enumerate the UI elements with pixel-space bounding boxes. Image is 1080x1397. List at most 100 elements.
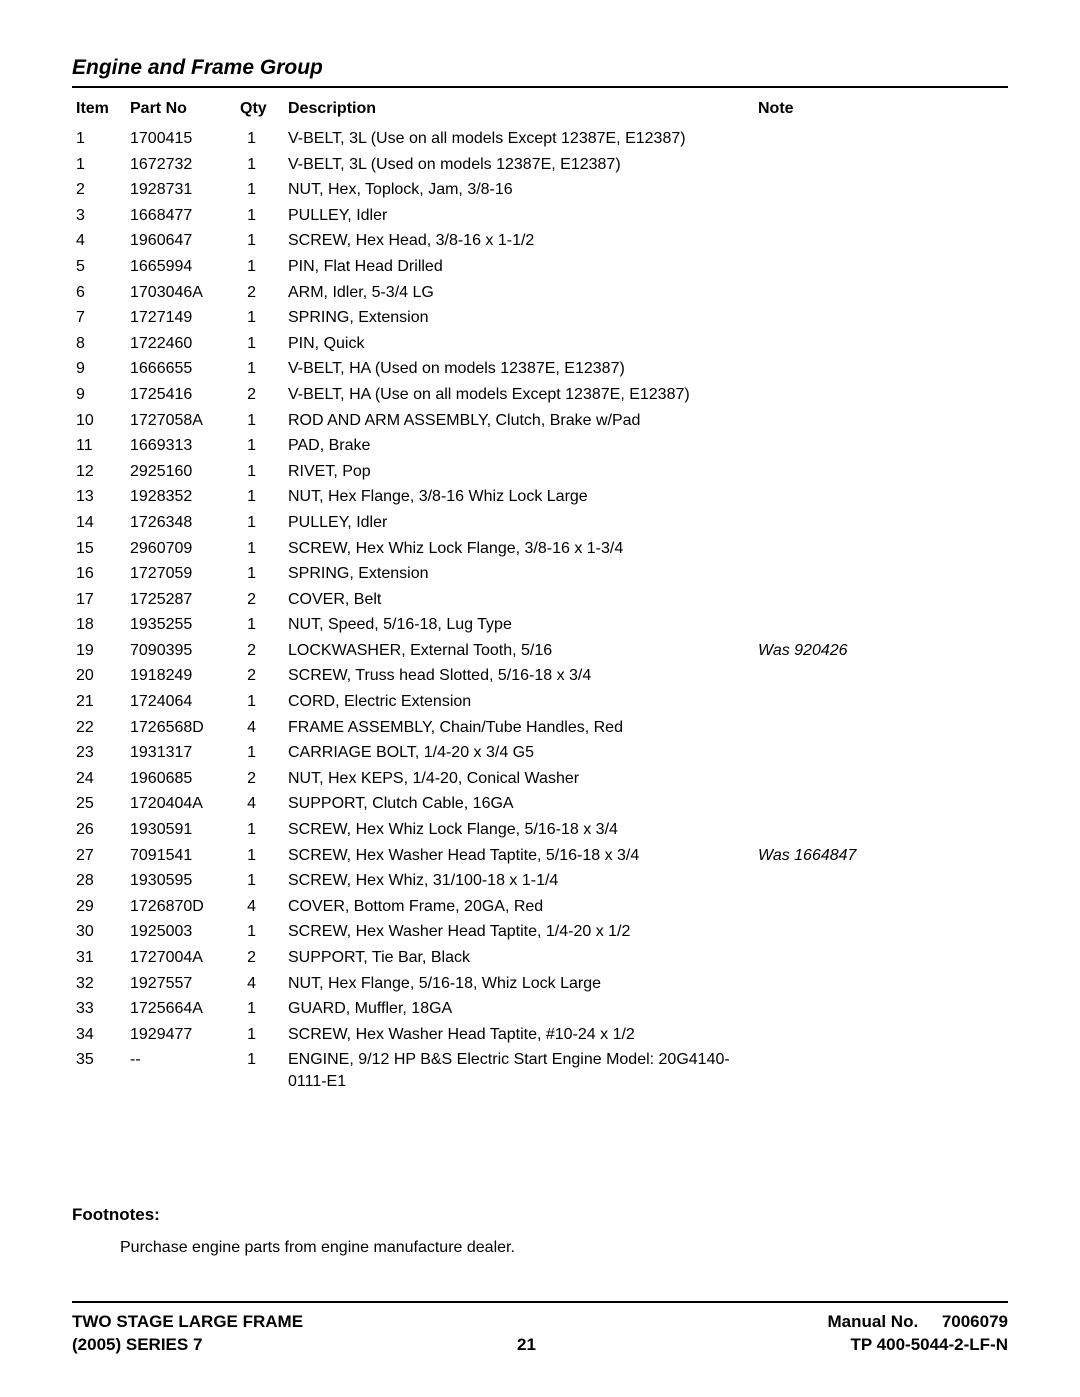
cell-desc: SCREW, Hex Washer Head Taptite, 5/16-18 … — [284, 843, 754, 869]
table-row: 2770915411SCREW, Hex Washer Head Taptite… — [72, 843, 1008, 869]
cell-item: 3 — [72, 203, 126, 229]
footer-page-number: 21 — [202, 1334, 850, 1357]
cell-item: 18 — [72, 612, 126, 638]
cell-part: 7090395 — [126, 638, 236, 664]
cell-part: 1672732 — [126, 152, 236, 178]
footnote-text: Purchase engine parts from engine manufa… — [120, 1239, 1008, 1257]
footer-right-2: TP 400-5044-2-LF-N — [851, 1334, 1008, 1357]
table-row: 717271491SPRING, Extension — [72, 305, 1008, 331]
cell-item: 19 — [72, 638, 126, 664]
cell-part: 1727058A — [126, 408, 236, 434]
cell-item: 11 — [72, 433, 126, 459]
cell-qty: 1 — [236, 740, 284, 766]
cell-note — [754, 1047, 1008, 1094]
cell-note — [754, 152, 1008, 178]
cell-desc: V-BELT, 3L (Used on models 12387E, E1238… — [284, 152, 754, 178]
cell-part: 1726568D — [126, 715, 236, 741]
cell-note — [754, 587, 1008, 613]
title-rule — [72, 86, 1008, 88]
table-row: 219287311NUT, Hex, Toplock, Jam, 3/8-16 — [72, 177, 1008, 203]
cell-desc: PIN, Flat Head Drilled — [284, 254, 754, 280]
cell-part: 1726870D — [126, 894, 236, 920]
cell-item: 21 — [72, 689, 126, 715]
header-note: Note — [754, 96, 1008, 126]
cell-desc: V-BELT, HA (Use on all models Except 123… — [284, 382, 754, 408]
cell-part: 1960685 — [126, 766, 236, 792]
table-row: 311727004A2SUPPORT, Tie Bar, Black — [72, 945, 1008, 971]
table-row: 1116693131PAD, Brake — [72, 433, 1008, 459]
table-row: 2019182492SCREW, Truss head Slotted, 5/1… — [72, 663, 1008, 689]
cell-qty: 4 — [236, 894, 284, 920]
cell-item: 8 — [72, 331, 126, 357]
cell-note — [754, 433, 1008, 459]
table-row: 1970903952LOCKWASHER, External Tooth, 5/… — [72, 638, 1008, 664]
cell-desc: COVER, Bottom Frame, 20GA, Red — [284, 894, 754, 920]
cell-item: 13 — [72, 484, 126, 510]
cell-desc: SUPPORT, Tie Bar, Black — [284, 945, 754, 971]
cell-qty: 1 — [236, 228, 284, 254]
cell-item: 14 — [72, 510, 126, 536]
cell-item: 31 — [72, 945, 126, 971]
header-item: Item — [72, 96, 126, 126]
cell-part: 1722460 — [126, 331, 236, 357]
cell-desc: NUT, Hex Flange, 5/16-18, Whiz Lock Larg… — [284, 971, 754, 997]
cell-note — [754, 536, 1008, 562]
cell-qty: 1 — [236, 459, 284, 485]
cell-part: 1669313 — [126, 433, 236, 459]
cell-qty: 1 — [236, 126, 284, 152]
header-desc: Description — [284, 96, 754, 126]
cell-item: 7 — [72, 305, 126, 331]
parts-table: Item Part No Qty Description Note 117004… — [72, 96, 1008, 1095]
cell-part: 2960709 — [126, 536, 236, 562]
cell-part: 1725416 — [126, 382, 236, 408]
cell-item: 15 — [72, 536, 126, 562]
cell-note — [754, 484, 1008, 510]
cell-item: 9 — [72, 356, 126, 382]
cell-qty: 2 — [236, 945, 284, 971]
cell-part: 1931317 — [126, 740, 236, 766]
cell-part: 1925003 — [126, 919, 236, 945]
cell-item: 23 — [72, 740, 126, 766]
cell-note — [754, 766, 1008, 792]
cell-desc: V-BELT, 3L (Use on all models Except 123… — [284, 126, 754, 152]
cell-note: Was 1664847 — [754, 843, 1008, 869]
header-part: Part No — [126, 96, 236, 126]
cell-qty: 1 — [236, 843, 284, 869]
table-row: 1717252872COVER, Belt — [72, 587, 1008, 613]
table-row: 1229251601RIVET, Pop — [72, 459, 1008, 485]
header-qty: Qty — [236, 96, 284, 126]
cell-desc: ROD AND ARM ASSEMBLY, Clutch, Brake w/Pa… — [284, 408, 754, 434]
table-row: 2419606852NUT, Hex KEPS, 1/4-20, Conical… — [72, 766, 1008, 792]
cell-qty: 1 — [236, 817, 284, 843]
cell-item: 22 — [72, 715, 126, 741]
cell-qty: 2 — [236, 382, 284, 408]
cell-item: 5 — [72, 254, 126, 280]
cell-item: 25 — [72, 791, 126, 817]
cell-qty: 1 — [236, 1022, 284, 1048]
cell-note — [754, 382, 1008, 408]
cell-part: 1700415 — [126, 126, 236, 152]
cell-note — [754, 945, 1008, 971]
cell-desc: GUARD, Muffler, 18GA — [284, 996, 754, 1022]
cell-qty: 1 — [236, 689, 284, 715]
cell-part: 1935255 — [126, 612, 236, 638]
cell-part: 1927557 — [126, 971, 236, 997]
cell-desc: NUT, Hex Flange, 3/8-16 Whiz Lock Large — [284, 484, 754, 510]
cell-desc: V-BELT, HA (Used on models 12387E, E1238… — [284, 356, 754, 382]
cell-part: 1666655 — [126, 356, 236, 382]
cell-desc: ARM, Idler, 5-3/4 LG — [284, 280, 754, 306]
table-row: 1529607091SCREW, Hex Whiz Lock Flange, 3… — [72, 536, 1008, 562]
table-row: 101727058A1ROD AND ARM ASSEMBLY, Clutch,… — [72, 408, 1008, 434]
cell-part: 1668477 — [126, 203, 236, 229]
table-row: 2819305951SCREW, Hex Whiz, 31/100-18 x 1… — [72, 868, 1008, 894]
cell-part: 1928731 — [126, 177, 236, 203]
cell-item: 6 — [72, 280, 126, 306]
page-footer: TWO STAGE LARGE FRAME Manual No. 7006079… — [72, 1301, 1008, 1357]
cell-note — [754, 280, 1008, 306]
cell-desc: SCREW, Hex Washer Head Taptite, #10-24 x… — [284, 1022, 754, 1048]
cell-item: 17 — [72, 587, 126, 613]
cell-qty: 1 — [236, 484, 284, 510]
cell-qty: 2 — [236, 663, 284, 689]
footer-right-1: Manual No. 7006079 — [828, 1311, 1008, 1334]
cell-note — [754, 1022, 1008, 1048]
